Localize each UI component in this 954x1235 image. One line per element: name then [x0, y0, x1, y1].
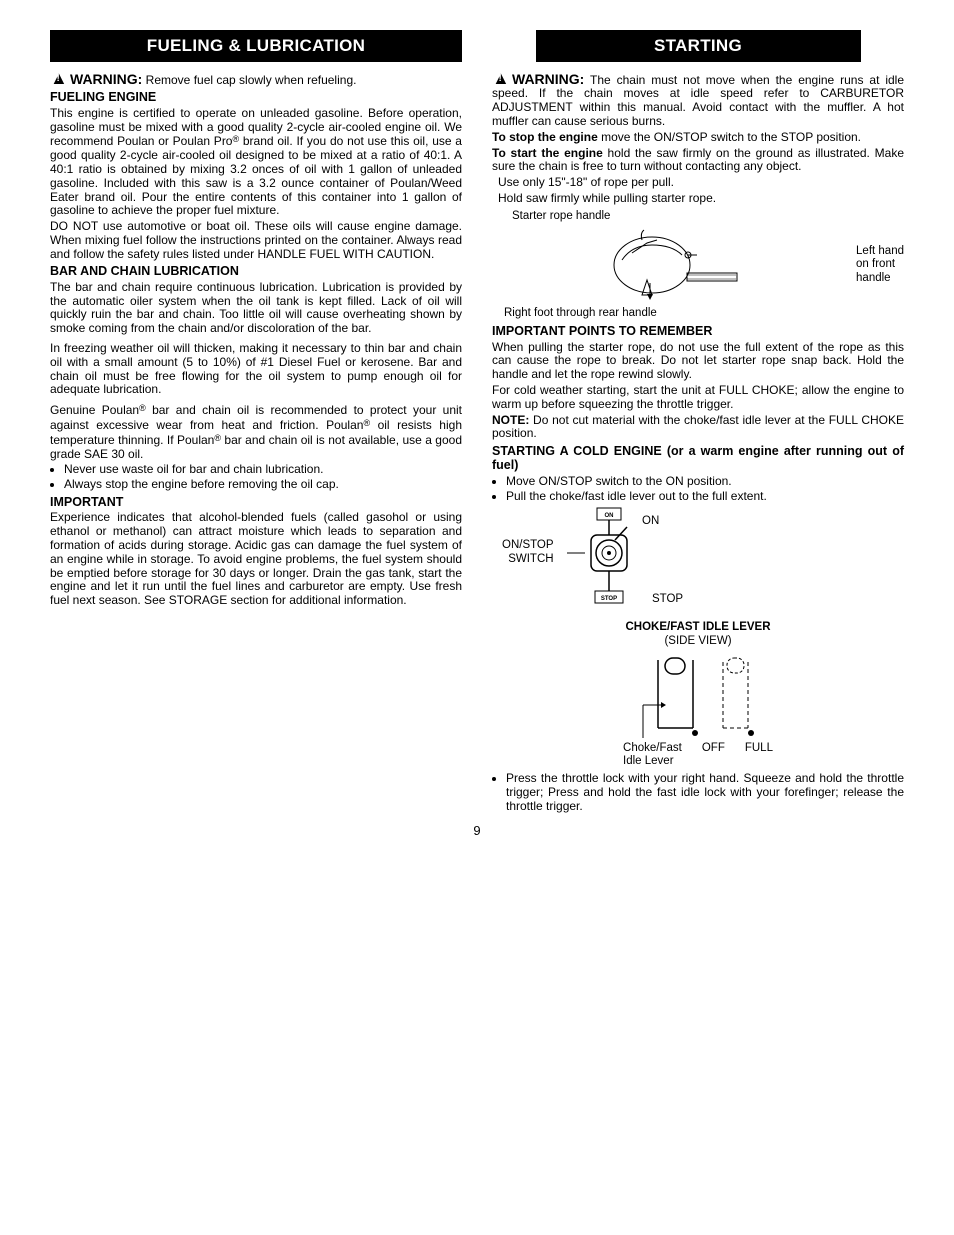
- paragraph: Experience indicates that alcohol-blende…: [50, 511, 462, 608]
- list-item: Pull the choke/fast idle lever out to th…: [506, 490, 904, 504]
- bullet-list: Move ON/STOP switch to the ON position. …: [492, 475, 904, 504]
- section-title-starting: STARTING: [536, 30, 861, 62]
- page-layout: FUELING & LUBRICATION WARNING: Remove fu…: [50, 30, 904, 816]
- section-title-fueling: FUELING & LUBRICATION: [50, 30, 462, 62]
- bullet-list: Press the throttle lock with your right …: [492, 772, 904, 813]
- left-column: FUELING & LUBRICATION WARNING: Remove fu…: [50, 30, 462, 816]
- list-item: Always stop the engine before removing t…: [64, 478, 462, 492]
- paragraph: This engine is certified to operate on u…: [50, 107, 462, 218]
- label-full: FULL: [745, 742, 773, 768]
- lever-illustration: [623, 650, 773, 740]
- heading-important-points: IMPORTANT POINTS TO REMEMBER: [492, 324, 904, 338]
- heading-bar-chain: BAR AND CHAIN LUBRICATION: [50, 264, 462, 278]
- list-item: Press the throttle lock with your right …: [506, 772, 904, 813]
- list-item: Never use waste oil for bar and chain lu…: [64, 463, 462, 477]
- switch-illustration: ON STOP: [567, 507, 647, 617]
- paragraph: Hold saw firmly while pulling starter ro…: [498, 192, 904, 206]
- warning-label: WARNING:: [512, 71, 584, 87]
- list-item: Move ON/STOP switch to the ON position.: [506, 475, 904, 489]
- lever-subtitle: (SIDE VIEW): [492, 635, 904, 648]
- warning-text: Remove fuel cap slowly when refueling.: [146, 73, 357, 87]
- label-stop: STOP: [652, 593, 683, 606]
- figure-choke-lever: CHOKE/FAST IDLE LEVER (SIDE VIEW) Choke/…: [492, 621, 904, 768]
- heading-important: IMPORTANT: [50, 495, 462, 509]
- right-column: STARTING WARNING: The chain must not mov…: [492, 30, 904, 816]
- figure-on-stop-switch: ON ON/STOP SWITCH ON STOP STOP: [492, 507, 904, 617]
- fig-label-bottom: Right foot through rear handle: [504, 307, 904, 320]
- warning-block: WARNING: Remove fuel cap slowly when ref…: [50, 70, 462, 88]
- paragraph: Genuine Poulan® bar and chain oil is rec…: [50, 403, 462, 461]
- paragraph: Use only 15"-18" of rope per pull.: [498, 176, 904, 190]
- warning-block: WARNING: The chain must not move when th…: [492, 70, 904, 129]
- heading-cold-engine: STARTING A COLD ENGINE (or a warm engine…: [492, 444, 904, 473]
- fig-label: handle: [856, 272, 904, 285]
- warning-label: WARNING:: [70, 71, 142, 87]
- lever-label: Choke/Fast Idle Lever: [623, 742, 682, 768]
- warning-icon: [492, 70, 510, 86]
- paragraph: NOTE: Do not cut material with the choke…: [492, 414, 904, 442]
- svg-text:ON: ON: [605, 513, 614, 519]
- label-switch: ON/STOP SWITCH: [502, 539, 554, 565]
- paragraph: In freezing weather oil will thicken, ma…: [50, 342, 462, 397]
- figure-starting-position: Starter rope handle Left: [492, 210, 904, 320]
- bullet-list: Never use waste oil for bar and chain lu…: [50, 463, 462, 492]
- paragraph: When pulling the starter rope, do not us…: [492, 341, 904, 382]
- lever-title: CHOKE/FAST IDLE LEVER: [625, 621, 770, 633]
- heading-fueling-engine: FUELING ENGINE: [50, 90, 462, 104]
- paragraph: DO NOT use automotive or boat oil. These…: [50, 220, 462, 261]
- fig-label: on front: [856, 258, 904, 271]
- fig-label: Left hand: [856, 245, 904, 258]
- svg-text:STOP: STOP: [601, 596, 617, 602]
- paragraph: To start the engine hold the saw firmly …: [492, 147, 904, 175]
- chainsaw-hold-illustration: [602, 225, 742, 305]
- paragraph: To stop the engine move the ON/STOP swit…: [492, 131, 904, 145]
- paragraph: The bar and chain require continuous lub…: [50, 281, 462, 336]
- fig-label-top: Starter rope handle: [512, 210, 904, 223]
- warning-icon: [50, 70, 68, 86]
- paragraph: For cold weather starting, start the uni…: [492, 384, 904, 412]
- page-number: 9: [50, 824, 904, 839]
- label-off: OFF: [702, 742, 725, 768]
